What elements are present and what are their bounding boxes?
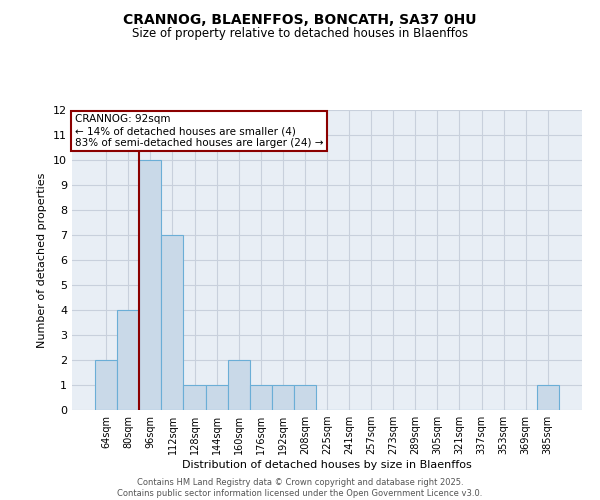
Bar (537, 385, 559, 410)
Bar (139, 160, 161, 410)
Text: Contains HM Land Registry data © Crown copyright and database right 2025.
Contai: Contains HM Land Registry data © Crown c… (118, 478, 482, 498)
Bar (117, 310, 139, 410)
X-axis label: Distribution of detached houses by size in Blaenffos: Distribution of detached houses by size … (182, 460, 472, 470)
Bar (227, 360, 250, 410)
Bar (161, 235, 184, 410)
Bar (272, 385, 294, 410)
Text: CRANNOG: 92sqm
← 14% of detached houses are smaller (4)
83% of semi-detached hou: CRANNOG: 92sqm ← 14% of detached houses … (74, 114, 323, 148)
Y-axis label: Number of detached properties: Number of detached properties (37, 172, 47, 348)
Bar (250, 385, 272, 410)
Bar (206, 385, 227, 410)
Bar (95, 360, 117, 410)
Bar (184, 385, 206, 410)
Bar (294, 385, 316, 410)
Text: Size of property relative to detached houses in Blaenffos: Size of property relative to detached ho… (132, 28, 468, 40)
Text: CRANNOG, BLAENFFOS, BONCATH, SA37 0HU: CRANNOG, BLAENFFOS, BONCATH, SA37 0HU (123, 12, 477, 26)
